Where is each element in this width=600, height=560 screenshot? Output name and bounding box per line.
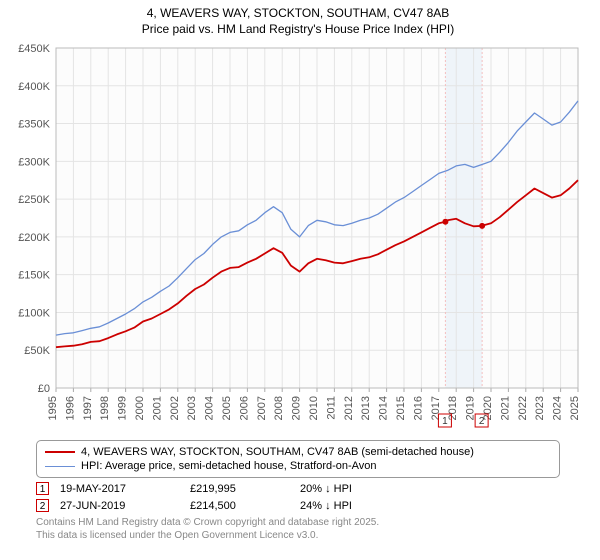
svg-text:2006: 2006 [238,396,250,420]
sale-marker-box: 2 [36,499,49,512]
svg-text:2024: 2024 [552,396,564,420]
sale-date: 27-JUN-2019 [60,500,190,512]
svg-text:2002: 2002 [169,396,181,420]
svg-text:2017: 2017 [430,396,442,420]
legend-swatch [45,466,75,467]
svg-text:£250K: £250K [18,194,50,206]
svg-text:£300K: £300K [18,156,50,168]
legend: 4, WEAVERS WAY, STOCKTON, SOUTHAM, CV47 … [36,440,560,478]
svg-text:2000: 2000 [134,396,146,420]
sale-price: £219,995 [190,483,300,495]
svg-text:£50K: £50K [24,345,50,357]
sale-delta: 20% ↓ HPI [300,483,410,495]
legend-item: 4, WEAVERS WAY, STOCKTON, SOUTHAM, CV47 … [45,445,551,459]
svg-text:2008: 2008 [273,396,285,420]
legend-label: HPI: Average price, semi-detached house,… [81,460,377,472]
svg-text:1: 1 [442,416,448,427]
svg-text:2011: 2011 [325,396,337,420]
svg-text:2014: 2014 [378,396,390,420]
footer-line-2: This data is licensed under the Open Gov… [36,529,560,542]
svg-text:2012: 2012 [343,396,355,420]
svg-text:£350K: £350K [18,119,50,131]
svg-text:1999: 1999 [117,396,129,420]
sale-date: 19-MAY-2017 [60,483,190,495]
svg-text:2016: 2016 [412,396,424,420]
svg-text:2001: 2001 [151,396,163,420]
svg-text:2010: 2010 [308,396,320,420]
svg-text:2025: 2025 [569,396,581,420]
chart-title: 4, WEAVERS WAY, STOCKTON, SOUTHAM, CV47 … [6,6,590,20]
svg-text:2015: 2015 [395,396,407,420]
sale-price: £214,500 [190,500,300,512]
legend-item: HPI: Average price, semi-detached house,… [45,459,551,473]
svg-text:2007: 2007 [256,396,268,420]
svg-text:£100K: £100K [18,307,50,319]
svg-text:2005: 2005 [221,396,233,420]
svg-text:2018: 2018 [447,396,459,420]
svg-text:1995: 1995 [47,396,59,420]
svg-text:2023: 2023 [534,396,546,420]
svg-text:2004: 2004 [204,396,216,420]
svg-text:£200K: £200K [18,232,50,244]
svg-text:2022: 2022 [517,396,529,420]
footer-line-1: Contains HM Land Registry data © Crown c… [36,516,560,529]
legend-label: 4, WEAVERS WAY, STOCKTON, SOUTHAM, CV47 … [81,446,474,458]
chart-svg: £0 £50K £100K £150K £200K £250K £300K £350K £400… [8,42,588,432]
svg-text:£150K: £150K [18,270,50,282]
price-chart: £0 £50K £100K £150K £200K £250K £300K £350K £400… [8,42,588,432]
legend-swatch [45,451,75,453]
svg-text:£0: £0 [38,383,50,395]
chart-subtitle: Price paid vs. HM Land Registry's House … [6,22,590,36]
svg-text:2: 2 [479,416,485,427]
sales-table: 1 19-MAY-2017£219,99520% ↓ HPI 2 27-JUN-201… [36,482,560,512]
svg-text:1996: 1996 [64,396,76,420]
sale-marker-box: 1 [36,482,49,495]
svg-text:2003: 2003 [186,396,198,420]
sale-delta: 24% ↓ HPI [300,500,410,512]
svg-text:1997: 1997 [82,396,94,420]
svg-text:2021: 2021 [499,396,511,420]
svg-text:£400K: £400K [18,81,50,93]
svg-text:2013: 2013 [360,396,372,420]
svg-text:£450K: £450K [18,43,50,55]
svg-text:2009: 2009 [291,396,303,420]
svg-text:1998: 1998 [99,396,111,420]
attribution: Contains HM Land Registry data © Crown c… [36,516,560,542]
